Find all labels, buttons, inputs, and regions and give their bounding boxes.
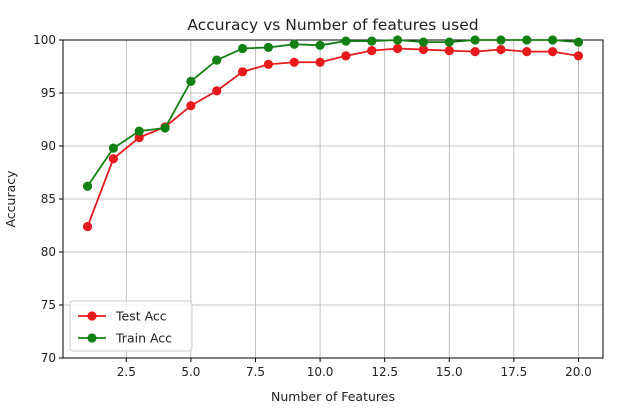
data-point [315, 40, 325, 50]
data-point [470, 35, 480, 45]
legend-marker [87, 333, 97, 343]
data-point [186, 101, 196, 111]
y-tick-label: 75 [41, 298, 56, 312]
series-line [86, 39, 579, 187]
data-point [108, 143, 118, 153]
data-point [82, 221, 93, 232]
data-point [237, 67, 248, 77]
y-tick-label: 95 [41, 86, 56, 100]
x-axis-title: Number of Features [271, 389, 395, 404]
data-point [548, 35, 558, 45]
data-point [392, 43, 403, 54]
data-point [496, 35, 506, 45]
data-point [82, 181, 93, 191]
data-point [367, 36, 377, 46]
x-tick-label: 15.0 [436, 365, 463, 379]
data-point [367, 46, 377, 56]
data-point [548, 47, 558, 57]
data-point [573, 51, 584, 61]
data-point [212, 86, 222, 96]
data-point [134, 132, 144, 143]
x-tick-label: 2.5 [117, 365, 136, 379]
data-point [341, 36, 351, 46]
data-point [522, 47, 532, 57]
legend-label: Test Acc [115, 309, 167, 324]
series-test-acc [82, 43, 584, 232]
series-line [86, 47, 579, 227]
data-point [341, 51, 351, 61]
legend-entry-train-acc: Train Acc [78, 331, 172, 346]
y-axis-title: Accuracy [3, 170, 18, 228]
chart-title: Accuracy vs Number of features used [187, 16, 478, 34]
data-point [573, 37, 584, 47]
data-point [160, 123, 170, 133]
x-tick-label: 5.0 [181, 365, 200, 379]
data-point [522, 35, 532, 45]
data-point [444, 46, 454, 56]
data-point [108, 154, 118, 164]
series [82, 35, 584, 232]
data-point [418, 44, 429, 55]
data-point [496, 44, 506, 55]
data-point [134, 126, 144, 136]
x-axis-ticks: 2.5 5.0 7.5 10.0 12.5 15.0 17.5 20.0 [117, 358, 592, 379]
y-tick-label: 70 [41, 351, 56, 365]
legend-entry-test-acc: Test Acc [78, 309, 167, 324]
data-point [315, 57, 325, 67]
data-point [186, 76, 196, 86]
data-point [392, 35, 403, 45]
data-point [263, 42, 274, 53]
grid [63, 40, 603, 358]
y-tick-label: 90 [41, 139, 56, 153]
data-point [470, 47, 480, 57]
data-point [237, 43, 248, 54]
series-train-acc [82, 35, 584, 191]
x-tick-label: 12.5 [371, 365, 398, 379]
y-tick-label: 100 [33, 33, 56, 47]
data-point [263, 59, 274, 69]
x-tick-label: 20.0 [565, 365, 592, 379]
y-tick-label: 80 [41, 245, 56, 259]
y-tick-label: 85 [41, 192, 56, 206]
x-tick-label: 10.0 [307, 365, 334, 379]
data-point [289, 57, 299, 67]
legend: Test Acc Train Acc [69, 300, 193, 352]
legend-label: Train Acc [115, 331, 172, 346]
x-tick-label: 17.5 [501, 365, 528, 379]
x-tick-label: 7.5 [246, 365, 265, 379]
y-axis-ticks: 70 75 80 85 90 95 100 [33, 33, 63, 365]
data-point [212, 55, 222, 65]
data-point [418, 37, 429, 47]
data-point [444, 37, 454, 47]
legend-marker [87, 311, 97, 321]
data-point [289, 39, 299, 49]
